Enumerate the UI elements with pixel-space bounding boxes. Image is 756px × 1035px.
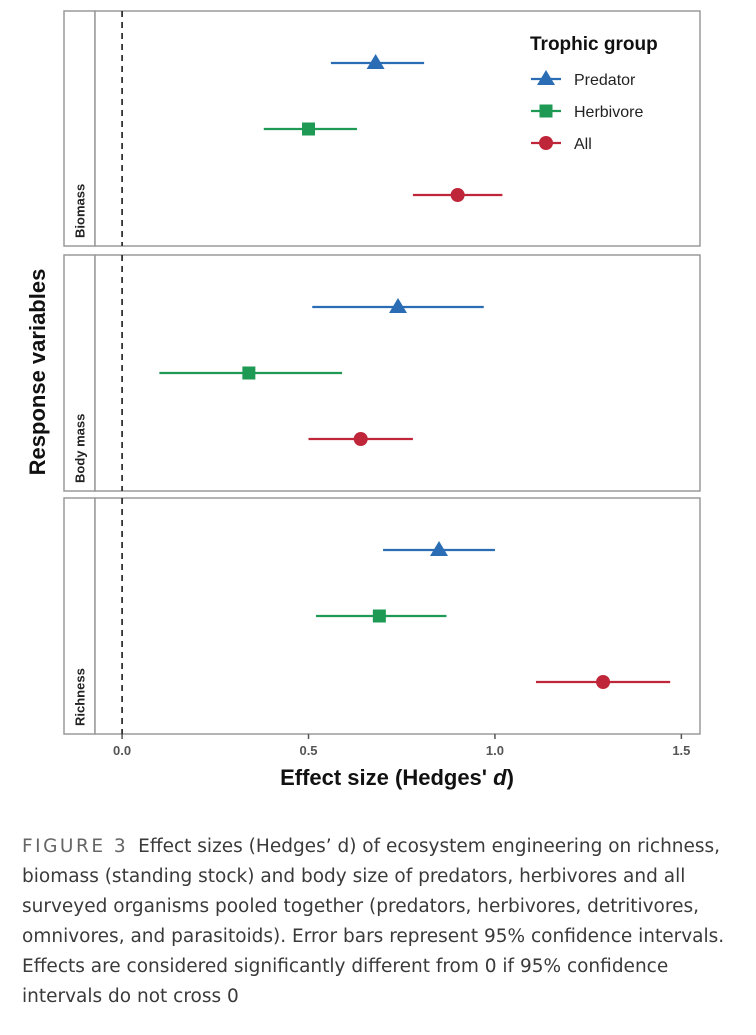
facet-label: Richness xyxy=(73,668,88,726)
x-tick-label: 1.5 xyxy=(672,743,690,758)
x-tick-label: 0.5 xyxy=(299,743,317,758)
x-tick-label: 1.0 xyxy=(486,743,504,758)
forest-plot: Biomass Body mass Richness 0.0 0.5 1.0 1.5 Effe… xyxy=(25,10,701,790)
data-point xyxy=(450,188,465,202)
data-point xyxy=(372,609,386,623)
data-point xyxy=(353,432,368,446)
data-point xyxy=(389,298,407,313)
facet-strip xyxy=(63,254,96,492)
caption-text: Effect sizes (Hedges’ d) of ecosystem en… xyxy=(22,836,725,1007)
x-tick-label: 0.0 xyxy=(113,743,131,758)
legend-label: Herbivore xyxy=(574,104,643,121)
legend-marker xyxy=(539,136,553,150)
panel-frame xyxy=(94,10,701,247)
legend-label: All xyxy=(574,136,592,153)
legend-marker xyxy=(537,70,555,85)
legend-label: Predator xyxy=(574,72,636,89)
x-axis-title: Effect size (Hedges' d) xyxy=(280,765,514,790)
data-point xyxy=(242,366,256,380)
y-axis-title: Response variables xyxy=(25,269,50,476)
facet-label: Biomass xyxy=(73,184,88,238)
data-point xyxy=(366,54,385,69)
figure-caption: FIGURE 3 Effect sizes (Hedges’ d) of ecos… xyxy=(22,832,742,1012)
facet-label: Body mass xyxy=(73,414,88,483)
data-point xyxy=(430,541,449,556)
figure-label: FIGURE 3 xyxy=(22,836,129,857)
legend-title: Trophic group xyxy=(530,34,658,55)
legend-marker xyxy=(539,104,553,118)
facet-strip xyxy=(63,10,96,247)
data-point xyxy=(302,122,316,136)
data-point xyxy=(596,675,611,689)
